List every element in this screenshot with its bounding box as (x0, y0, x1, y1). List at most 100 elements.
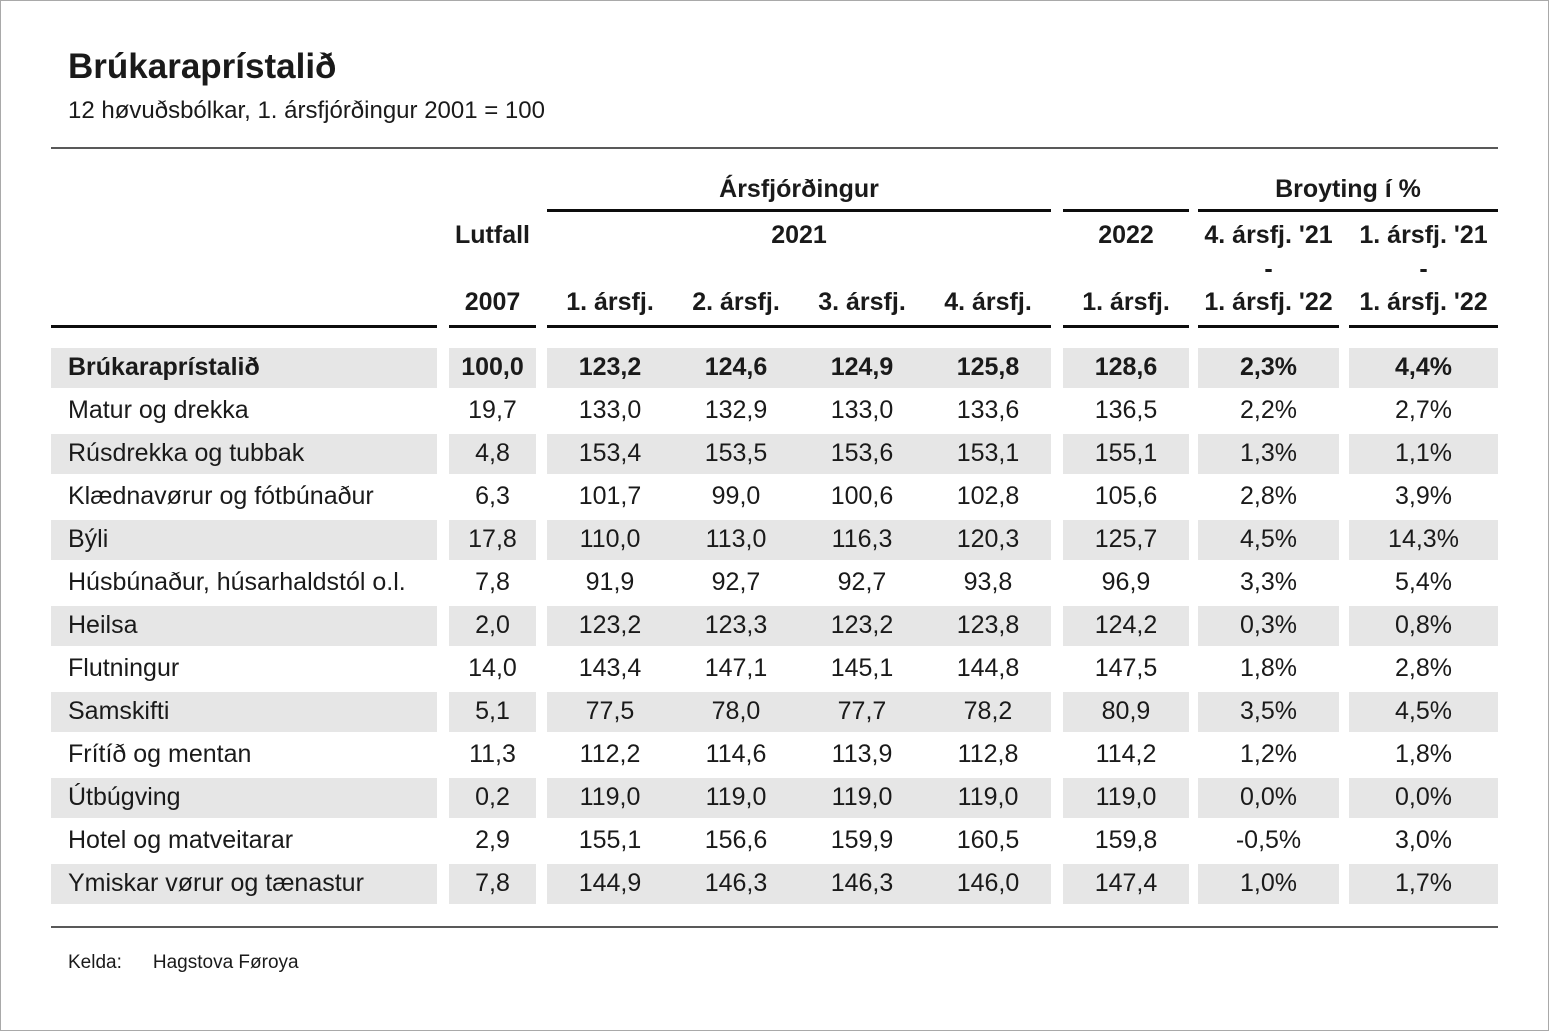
column-gutter (536, 348, 547, 388)
cell-2022: 124,2 (1063, 605, 1189, 646)
cell-q1: 133,0 (578, 396, 642, 425)
cell-q1: 77,5 (585, 697, 635, 726)
cell-change2: 4,5% (1349, 691, 1498, 732)
cell-change2: 1,7% (1349, 863, 1498, 904)
table-row: Útbúgving 0,2 119,0 119,0 119,0 119,0 11… (51, 777, 1498, 818)
column-gutter (437, 692, 449, 732)
cell-q1: 112,2 (579, 740, 641, 769)
cell-2022: 159,8 (1094, 826, 1158, 855)
column-gutter (1339, 520, 1349, 560)
table-row: Heilsa 2,0 123,2 123,3 123,2 123,8 124,2… (51, 605, 1498, 646)
column-gutter (1339, 692, 1349, 732)
header-spacer (449, 263, 536, 275)
cell-q3: 133,0 (830, 396, 894, 425)
cell-change2: 14,3% (1349, 519, 1498, 560)
cell-2022: 125,7 (1063, 519, 1189, 560)
cell-q4: 125,8 (956, 353, 1020, 382)
cell-2022: 128,6 (1063, 347, 1189, 388)
header-group-change-label: Broyting í % (1275, 174, 1421, 203)
header-quarter-labels: 1. ársfj. 2. ársfj. 3. ársfj. 4. ársfj. (547, 288, 1051, 317)
cell-q4: 133,6 (956, 396, 1020, 425)
cell-q2: 78,0 (711, 697, 761, 726)
cell-q3: 119,0 (831, 783, 893, 812)
column-gutter (437, 649, 449, 689)
cell-lutfall: 2,0 (449, 605, 536, 646)
column-gutter (1339, 606, 1349, 646)
cell-q2: 124,6 (704, 353, 768, 382)
header-change2-bottom: 1. ársfj. '22 (1359, 288, 1488, 317)
column-gutter (1339, 778, 1349, 818)
content: Brúkaraprístalið 12 høvuðsbólkar, 1. árs… (1, 47, 1548, 974)
cell-change2: 0,8% (1349, 605, 1498, 646)
column-gutter (1339, 735, 1349, 775)
table-row: Samskifti 5,1 77,5 78,0 77,7 78,2 80,9 3… (51, 691, 1498, 732)
column-gutter (1189, 434, 1198, 474)
column-gutter (437, 821, 449, 861)
top-rule (51, 146, 1498, 149)
cell-q2: 153,5 (704, 439, 768, 468)
header-q3: 3. ársfj. (818, 287, 906, 316)
header-change2-dash: - (1419, 254, 1428, 283)
column-gutter (437, 477, 449, 517)
page-title: Brúkaraprístalið (68, 47, 337, 86)
column-gutter (1339, 821, 1349, 861)
cell-q3: 100,6 (830, 482, 894, 511)
column-gutter (536, 692, 547, 732)
row-label: Hotel og matveitarar (68, 826, 294, 855)
header-group-row: Ársfjórðingur Broyting í % (51, 151, 1498, 212)
cell-q4: 160,5 (956, 826, 1020, 855)
cell-q2: 119,0 (705, 783, 767, 812)
cell-2022: 96,9 (1101, 568, 1151, 597)
column-gutter (536, 391, 547, 431)
cell-change1: 0,0% (1198, 777, 1339, 818)
column-gutter (1189, 821, 1198, 861)
cell-quarters: 123,2 123,3 123,2 123,8 (547, 605, 1051, 646)
cell-q3: 159,9 (830, 826, 894, 855)
column-gutter (1189, 649, 1198, 689)
cell-change1: 0,3% (1198, 605, 1339, 646)
column-gutter (1051, 606, 1063, 646)
row-label: Heilsa (51, 605, 437, 646)
column-gutter (437, 778, 449, 818)
cell-quarters: 153,4 153,5 153,6 153,1 (547, 433, 1051, 474)
row-label: Brúkaraprístalið (51, 347, 437, 388)
cell-quarters: 101,7 99,0 100,6 102,8 (547, 477, 1051, 517)
cell-q4: 102,8 (956, 482, 1020, 511)
column-gutter (1189, 864, 1198, 904)
table-row: Frítíð og mentan 11,3 112,2 114,6 113,9 … (51, 735, 1498, 775)
header-change1-column: 4. ársfj. '21 - 1. ársfj. '22 (1198, 212, 1339, 328)
column-gutter (1051, 692, 1063, 732)
column-gutter (1051, 563, 1063, 603)
column-gutter (1051, 778, 1063, 818)
cell-q3: 145,1 (830, 654, 894, 683)
table-row: Rúsdrekka og tubbak 4,8 153,4 153,5 153,… (51, 433, 1498, 474)
column-gutter (1051, 821, 1063, 861)
column-gutter (1051, 864, 1063, 904)
column-gutter (1051, 434, 1063, 474)
table-row: Brúkaraprístalið 100,0 123,2 124,6 124,9… (51, 347, 1498, 388)
cell-quarters: 77,5 78,0 77,7 78,2 (547, 691, 1051, 732)
row-label: Ymiskar vørur og tænastur (51, 863, 437, 904)
cell-lutfall: 17,8 (449, 519, 536, 560)
column-gutter (1189, 606, 1198, 646)
cell-q1: 110,0 (579, 525, 641, 554)
column-gutter (1339, 212, 1349, 328)
cell-change2: 3,0% (1395, 826, 1452, 855)
cell-lutfall: 7,8 (475, 568, 510, 597)
column-gutter (437, 212, 449, 328)
header-change1-top: 4. ársfj. '21 (1204, 220, 1333, 249)
row-label: Rúsdrekka og tubbak (51, 433, 437, 474)
column-gutter (437, 606, 449, 646)
source-row: Kelda: Hagstova Føroya (68, 952, 1498, 974)
column-gutter (437, 520, 449, 560)
column-gutter (1339, 348, 1349, 388)
column-gutter (1339, 434, 1349, 474)
column-gutter (1051, 520, 1063, 560)
header-q4: 4. ársfj. (944, 287, 1032, 316)
column-gutter (536, 649, 547, 689)
column-gutter (1189, 348, 1198, 388)
cell-change1: 3,5% (1198, 691, 1339, 732)
cell-q1: 155,1 (578, 826, 642, 855)
row-label: Flutningur (68, 654, 180, 683)
